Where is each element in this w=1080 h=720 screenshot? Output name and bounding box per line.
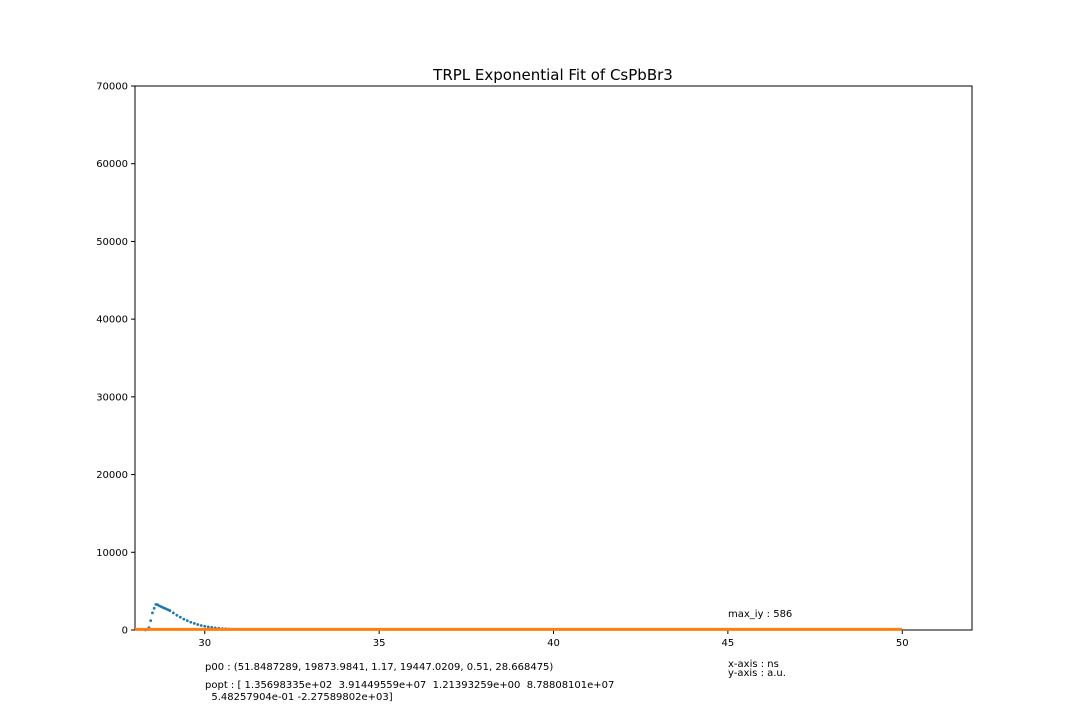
data-point: [178, 615, 182, 619]
x-tick-label: 45: [722, 638, 735, 649]
y-tick-label: 60000: [96, 159, 128, 170]
popt-annotation-line1: popt : [ 1.35698335e+02 3.91449559e+07 1…: [205, 680, 614, 691]
data-point: [196, 623, 200, 626]
x-tick-label: 30: [198, 638, 211, 649]
popt-annotation-line2: 5.48257904e-01 -2.27589802e+03]: [205, 692, 393, 703]
data-point: [175, 613, 179, 617]
y-tick-label: 30000: [96, 392, 128, 403]
x-axis-unit-annotation: x-axis : ns: [728, 659, 779, 670]
y-tick-label: 0: [122, 626, 128, 637]
data-point: [151, 611, 154, 615]
data-point: [149, 619, 153, 623]
y-tick-label: 20000: [96, 470, 128, 481]
x-tick-label: 50: [896, 638, 909, 649]
data-point: [189, 620, 193, 624]
chart-title: TRPL Exponential Fit of CsPbBr3: [432, 66, 673, 84]
data-point: [192, 621, 196, 625]
plot-area-frame: [134, 85, 973, 631]
data-point: [152, 606, 156, 610]
data-point: [206, 625, 210, 629]
data-point: [199, 624, 203, 627]
x-tick-label: 40: [547, 638, 560, 649]
x-tick-label: 35: [373, 638, 386, 649]
y-axis-unit-annotation: y-axis : a.u.: [728, 668, 786, 679]
data-point: [171, 611, 175, 615]
y-tick-label: 40000: [96, 315, 128, 326]
series-layer: [135, 602, 903, 632]
y-tick-label: 10000: [96, 548, 128, 559]
data-point: [185, 619, 189, 623]
p00-annotation: p00 : (51.8487289, 19873.9841, 1.17, 194…: [205, 662, 553, 673]
data-point: [182, 617, 186, 621]
y-tick-label: 50000: [96, 237, 128, 248]
y-axis-ticks: 0 10000 20000 30000 40000 50000 60000 70000: [96, 82, 135, 637]
data-point: [168, 609, 172, 612]
max-iy-annotation: max_iy : 586: [728, 609, 792, 620]
x-axis-ticks: 30 35 40 45 50: [198, 630, 909, 649]
y-tick-label: 70000: [96, 82, 128, 93]
data-point: [203, 624, 207, 628]
